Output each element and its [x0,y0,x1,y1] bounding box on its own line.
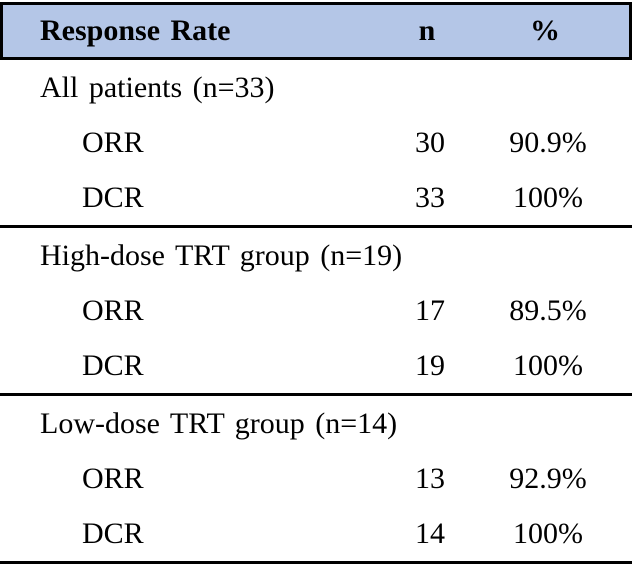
cell-percent: 100% [513,348,583,382]
cell-n: 17 [415,293,445,327]
section-title-row: All patients (n=33) [0,60,632,115]
table-row-orr: ORR 13 92.9% [0,451,632,506]
col-header-n: n [418,14,436,47]
section-title-row: Low-dose TRT group (n=14) [0,396,632,451]
row-label: ORR [82,461,144,495]
cell-percent: 100% [513,180,583,214]
table-row-orr: ORR 17 89.5% [0,283,632,338]
section-low-dose-trt: Low-dose TRT group (n=14) ORR 13 92.9% D… [0,396,632,564]
row-label: DCR [82,180,144,214]
section-title: Low-dose TRT group (n=14) [40,406,398,440]
table-header-row: Response Rate n % [0,2,632,60]
section-title-row: High-dose TRT group (n=19) [0,228,632,283]
row-label: ORR [82,293,144,327]
cell-n: 13 [415,461,445,495]
table-row-orr: ORR 30 90.9% [0,115,632,170]
cell-n: 30 [415,125,445,159]
row-label: ORR [82,125,144,159]
table-row-dcr: DCR 19 100% [0,338,632,393]
table-row-dcr: DCR 33 100% [0,170,632,225]
col-header-percent: % [530,14,560,47]
cell-n: 19 [415,348,445,382]
response-rate-table: Response Rate n % All patients (n=33) OR… [0,2,632,564]
cell-percent: 92.9% [509,461,587,495]
section-title: High-dose TRT group (n=19) [40,238,403,272]
row-label: DCR [82,516,144,550]
section-title: All patients (n=33) [40,70,275,104]
cell-percent: 89.5% [509,293,587,327]
cell-percent: 100% [513,516,583,550]
cell-n: 14 [415,516,445,550]
table-row-dcr: DCR 14 100% [0,506,632,561]
cell-n: 33 [415,180,445,214]
cell-percent: 90.9% [509,125,587,159]
section-high-dose-trt: High-dose TRT group (n=19) ORR 17 89.5% … [0,228,632,396]
col-header-response-rate: Response Rate [40,14,231,47]
row-label: DCR [82,348,144,382]
section-all-patients: All patients (n=33) ORR 30 90.9% DCR 33 … [0,60,632,228]
